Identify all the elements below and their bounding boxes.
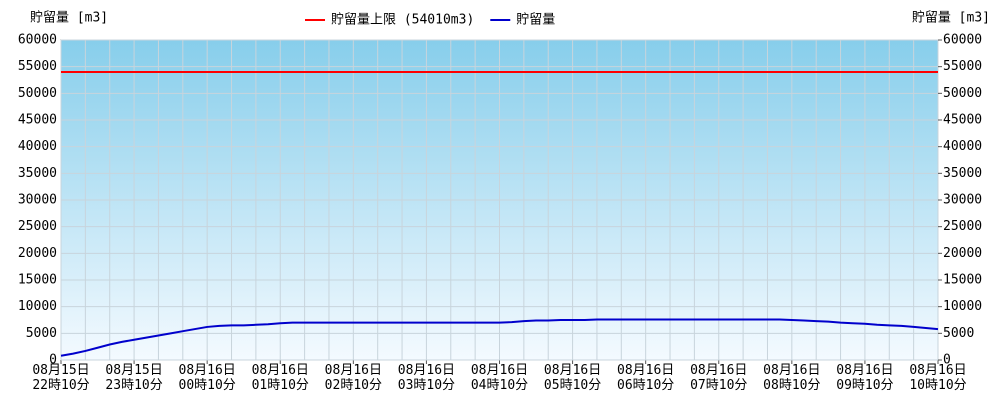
x-tick-label: 08月16日 03時10分 [397, 363, 456, 393]
x-tick-label: 08月15日 23時10分 [105, 363, 163, 393]
x-tick-label: 08月16日 04時10分 [470, 363, 529, 393]
y-tick-label: 10000 [18, 299, 57, 314]
y-tick-label: 15000 [18, 273, 57, 288]
y2-axis-title: 貯留量 [m3] [912, 11, 990, 26]
y-tick-label: 60000 [18, 33, 57, 48]
y2-tick-label: 25000 [943, 219, 982, 234]
y-tick-label: 35000 [18, 166, 57, 181]
y-tick-label: 40000 [18, 139, 57, 154]
y2-tick-label: 45000 [943, 113, 982, 128]
y-tick-label: 20000 [18, 246, 57, 261]
x-tick-label: 08月16日 01時10分 [251, 363, 309, 393]
y-tick-label: 50000 [18, 86, 57, 101]
y-tick-label: 55000 [18, 59, 57, 74]
x-tick-label: 08月16日 09時10分 [836, 363, 894, 393]
y2-tick-label: 5000 [943, 326, 974, 341]
y2-tick-label: 60000 [943, 33, 982, 48]
x-tick-label: 08月16日 05時10分 [543, 363, 602, 393]
x-tick-label: 08月16日 06時10分 [617, 363, 675, 393]
x-tick-label: 08月16日 08時10分 [763, 363, 821, 393]
y-tick-label: 5000 [26, 326, 57, 341]
x-tick-label: 08月16日 10時10分 [909, 363, 967, 393]
y-tick-label: 30000 [18, 193, 57, 208]
y2-tick-label: 10000 [943, 299, 982, 314]
x-tick-label: 08月16日 02時10分 [324, 363, 382, 393]
legend-label: 貯留量 [516, 13, 555, 28]
y2-tick-label: 15000 [943, 273, 982, 288]
y2-tick-label: 35000 [943, 166, 982, 181]
y2-tick-label: 0 [943, 353, 951, 368]
y-tick-label: 0 [49, 353, 57, 368]
x-tick-label: 08月16日 07時10分 [690, 363, 748, 393]
y2-tick-label: 55000 [943, 59, 982, 74]
x-tick-label: 08月15日 22時10分 [32, 363, 90, 393]
y2-tick-label: 20000 [943, 246, 982, 261]
y-axis-title: 貯留量 [m3] [30, 11, 108, 26]
y2-tick-label: 50000 [943, 86, 982, 101]
y-tick-label: 45000 [18, 113, 57, 128]
series-line [60, 318, 939, 357]
x-tick-label: 08月16日 00時10分 [178, 363, 236, 393]
y2-tick-label: 30000 [943, 193, 982, 208]
legend-label: 貯留量上限 (54010m3) [331, 13, 474, 28]
y-tick-label: 25000 [18, 219, 57, 234]
y2-tick-label: 40000 [943, 139, 982, 154]
